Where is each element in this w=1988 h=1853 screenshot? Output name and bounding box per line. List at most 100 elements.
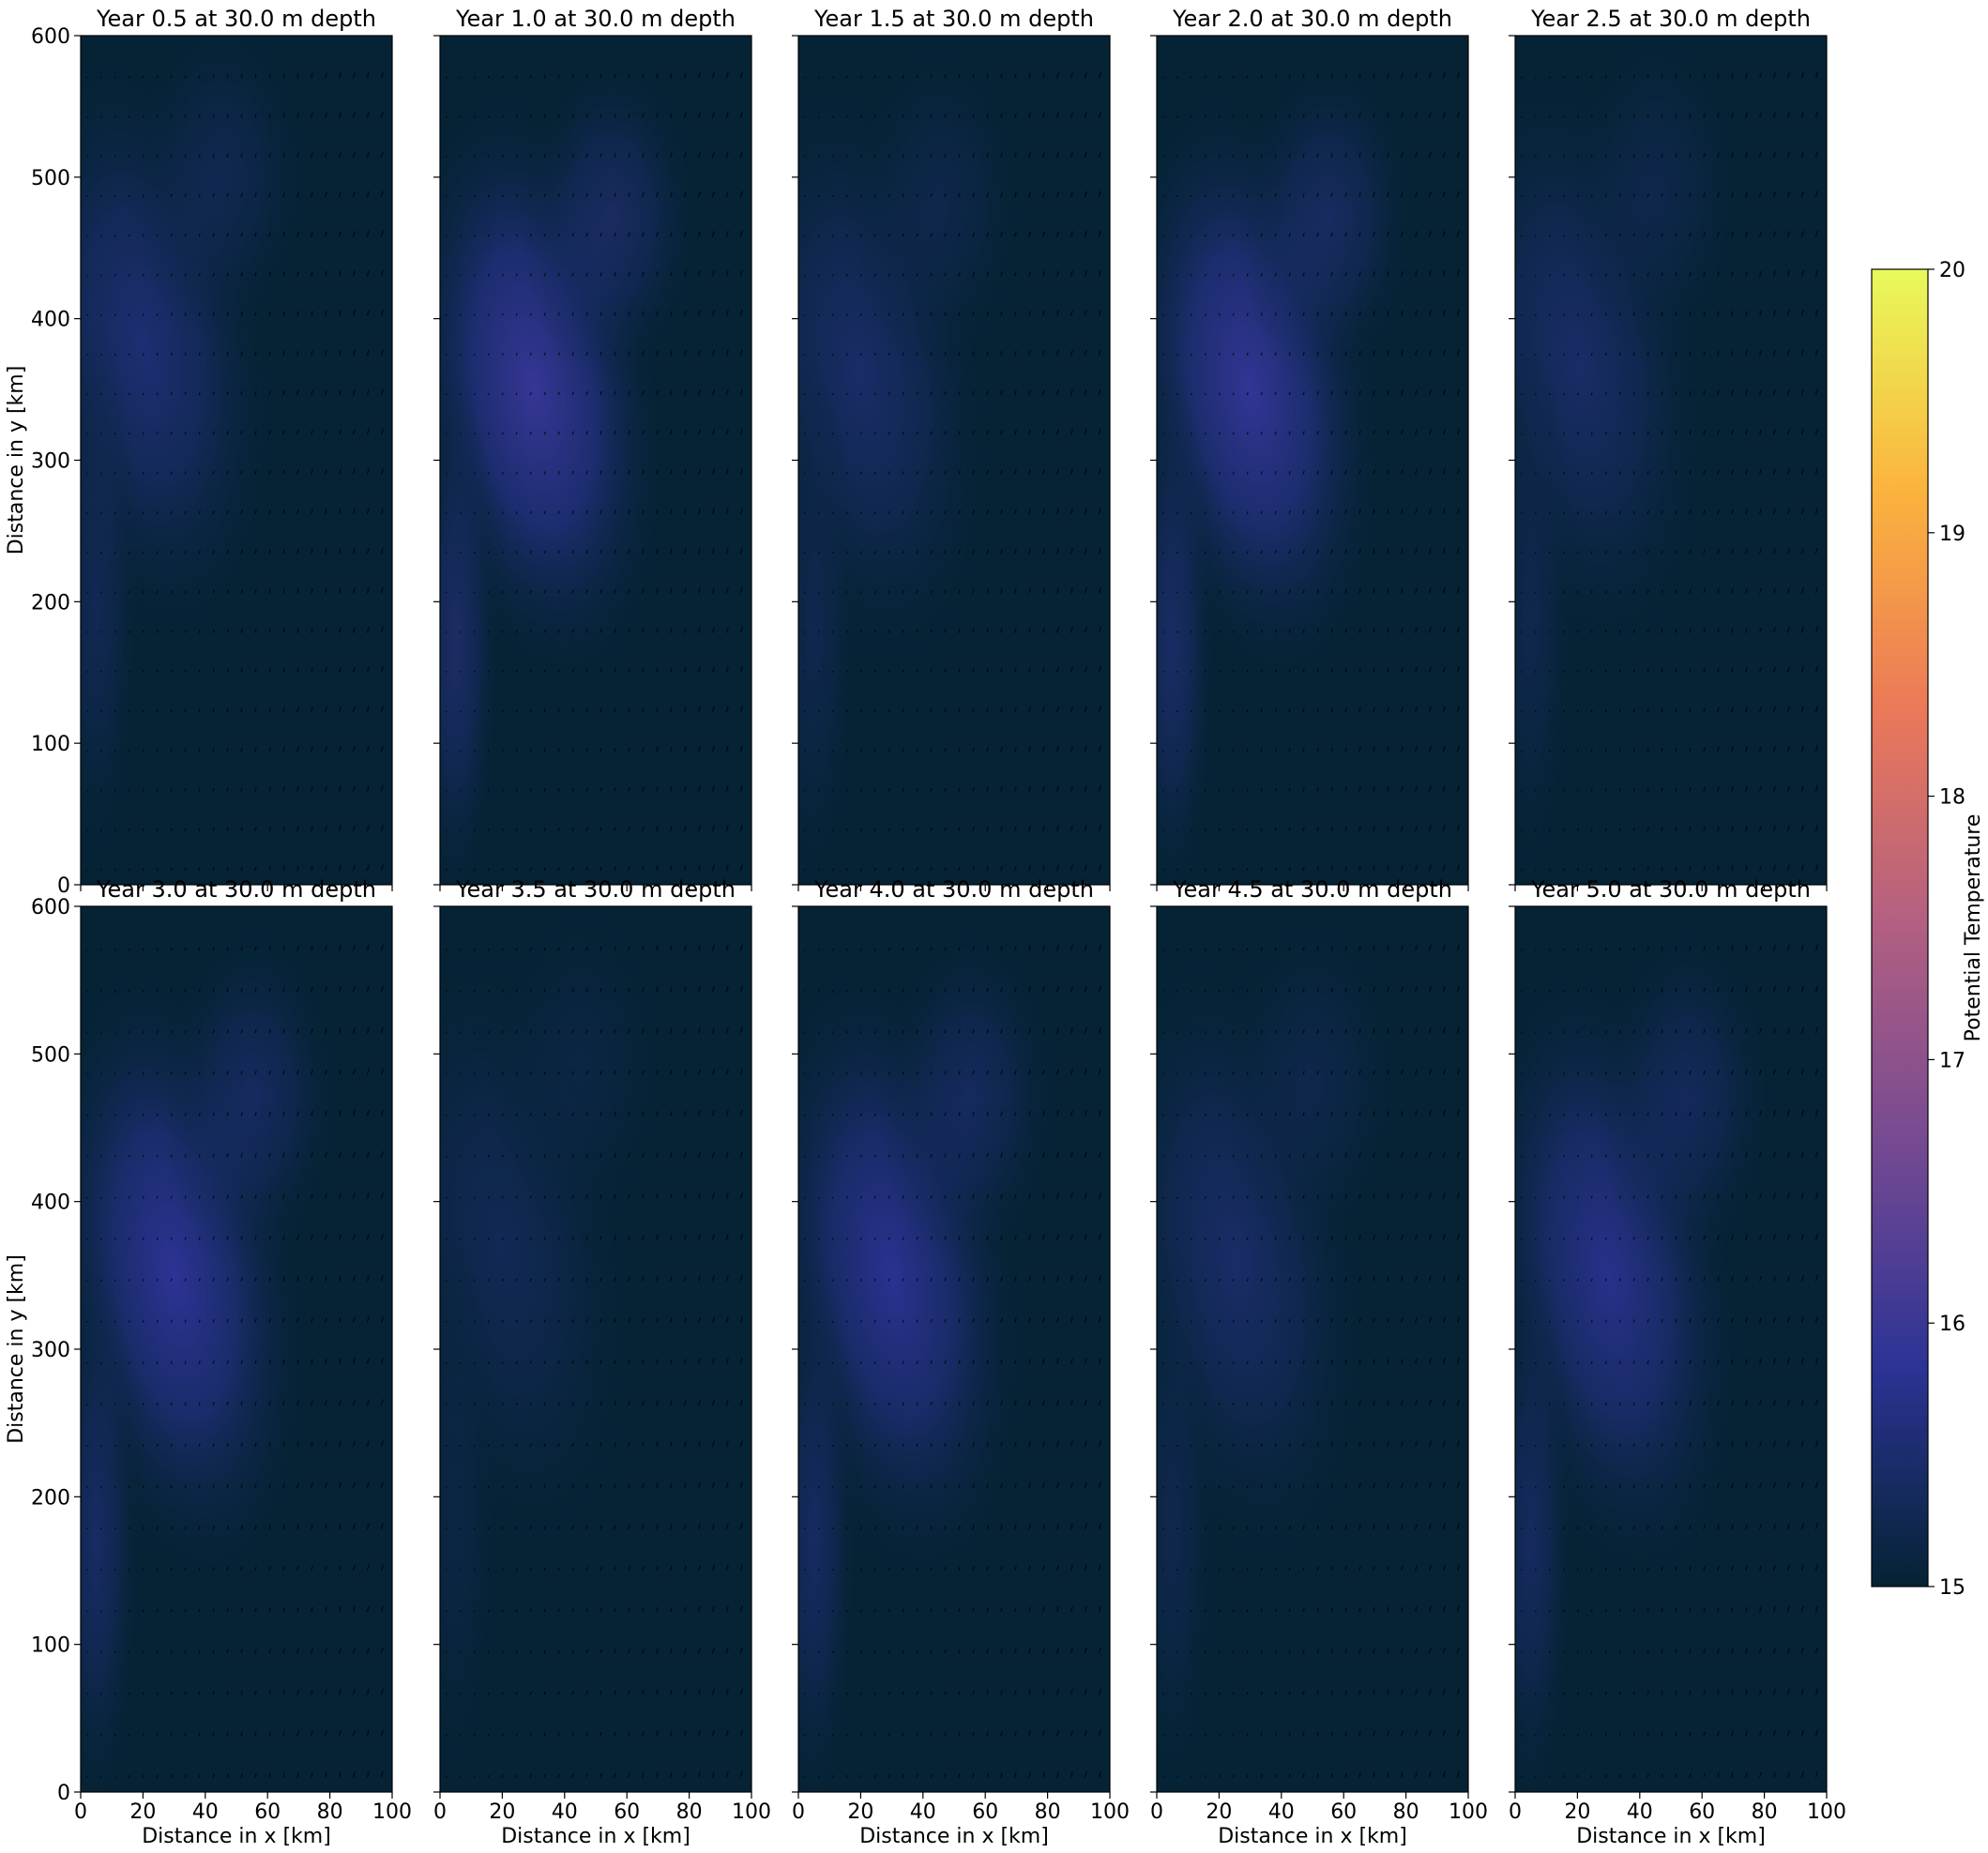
- colorbar-tick-label: 18: [1939, 786, 1965, 810]
- quiver-row: [86, 586, 384, 594]
- quiver-row: [804, 547, 1101, 554]
- quiver-row: [1521, 627, 1818, 633]
- quiver-row: [446, 666, 743, 673]
- temperature-plume: [798, 922, 1062, 1792]
- x-tick-label: 0: [792, 1800, 805, 1824]
- quiver-row: [446, 1192, 743, 1199]
- temperature-plume: [81, 922, 344, 1792]
- quiver-row: [804, 1770, 1101, 1778]
- y-axis-label: Distance in y [km]: [5, 1254, 28, 1444]
- quiver-row: [804, 1399, 1101, 1405]
- quiver-row: [86, 1440, 384, 1447]
- quiver-row: [86, 1399, 384, 1405]
- x-axis-label: Distance in x [km]: [1576, 1825, 1766, 1848]
- quiver-row: [446, 985, 743, 993]
- quiver-row: [446, 1605, 743, 1613]
- quiver-row: [446, 269, 743, 277]
- quiver-row: [446, 944, 743, 951]
- colorbar-gradient: [1871, 268, 1929, 1587]
- quiver-row: [1521, 985, 1818, 993]
- quiver-row: [446, 508, 743, 514]
- quiver-row: [804, 388, 1101, 396]
- x-tick-label: 60: [972, 1800, 998, 1824]
- quiver-row: [804, 1688, 1101, 1695]
- colorbar-tick-label: 20: [1939, 259, 1965, 282]
- x-tick-label: 100: [1449, 1800, 1488, 1824]
- quiver-row: [446, 1523, 743, 1530]
- x-axis-label: Distance in x [km]: [1218, 1825, 1407, 1848]
- x-tick-label: 60: [1689, 1800, 1715, 1824]
- panel-9: Year 4.5 at 30.0 m depth 0 20 40 60 80 100 Dist…: [1150, 876, 1488, 1848]
- quiver-row: [446, 349, 743, 357]
- quiver-row: [86, 190, 384, 198]
- x-tick-label: 100: [372, 1800, 412, 1824]
- quiver-row: [86, 230, 384, 237]
- panel-3: Year 1.5 at 30.0 m depth: [792, 6, 1111, 891]
- quiver-row: [804, 269, 1101, 277]
- quiver-row: [804, 1523, 1101, 1530]
- quiver-row: [1521, 666, 1818, 673]
- quiver-row: [446, 1109, 743, 1116]
- quiver-row: [1521, 1688, 1818, 1695]
- quiver-row: [1521, 1151, 1818, 1158]
- plume-boundary: [1515, 1253, 1577, 1792]
- quiver-row: [1521, 1564, 1818, 1572]
- quiver-arrows: [1162, 71, 1460, 872]
- x-tick-label: 0: [1150, 1800, 1163, 1824]
- quiver-row: [1521, 547, 1818, 554]
- panel-title: Year 3.0 at 30.0 m depth: [96, 876, 376, 903]
- y-tick-label: 500: [31, 1043, 70, 1067]
- quiver-row: [446, 190, 743, 198]
- x-tick-label: 20: [1206, 1800, 1232, 1824]
- panel-1: Year 0.5 at 30.0 m depth 0 100 200 300 400 500…: [5, 6, 393, 898]
- quiver-row: [446, 1151, 743, 1158]
- quiver-row: [804, 1564, 1101, 1572]
- quiver-row: [1162, 1440, 1460, 1447]
- quiver-row: [804, 1109, 1101, 1116]
- quiver-row: [446, 151, 743, 158]
- quiver-row: [446, 785, 743, 792]
- quiver-row: [1162, 1564, 1460, 1572]
- quiver-arrows: [804, 944, 1101, 1778]
- plume-boundary: [1157, 369, 1219, 885]
- quiver-row: [804, 151, 1101, 158]
- panel-title: Year 5.0 at 30.0 m depth: [1530, 876, 1811, 903]
- quiver-row: [804, 1481, 1101, 1489]
- quiver-row: [1521, 269, 1818, 277]
- quiver-row: [86, 112, 384, 118]
- quiver-row: [86, 666, 384, 673]
- quiver-row: [86, 1688, 384, 1695]
- quiver-row: [1521, 388, 1818, 396]
- quiver-row: [1521, 112, 1818, 118]
- quiver-row: [1521, 151, 1818, 158]
- quiver-row: [804, 1316, 1101, 1323]
- quiver-row: [804, 1192, 1101, 1199]
- quiver-row: [1162, 1358, 1460, 1364]
- panel-5: Year 2.5 at 30.0 m depth: [1509, 6, 1828, 891]
- quiver-row: [86, 1481, 384, 1489]
- quiver-row: [1521, 586, 1818, 594]
- quiver-row: [86, 627, 384, 633]
- quiver-row: [86, 1068, 384, 1075]
- plume-boundary: [440, 369, 502, 885]
- quiver-row: [1521, 944, 1818, 951]
- quiver-row: [804, 1647, 1101, 1654]
- quiver-row: [1521, 1770, 1818, 1778]
- quiver-row: [86, 428, 384, 435]
- quiver-row: [804, 1234, 1101, 1240]
- panels: Year 0.5 at 30.0 m depth0100200300400500…: [5, 6, 1846, 1848]
- quiver-row: [1521, 1729, 1818, 1737]
- quiver-row: [804, 944, 1101, 951]
- y-tick-label: 100: [31, 733, 70, 756]
- quiver-row: [446, 468, 743, 475]
- quiver-row: [86, 349, 384, 357]
- x-tick-label: 20: [847, 1800, 873, 1824]
- quiver-row: [446, 586, 743, 594]
- x-axis-label: Distance in x [km]: [859, 1825, 1049, 1848]
- quiver-row: [446, 1647, 743, 1654]
- quiver-row: [804, 666, 1101, 673]
- quiver-row: [1162, 1399, 1460, 1405]
- quiver-arrows: [1521, 944, 1818, 1778]
- quiver-row: [804, 706, 1101, 713]
- quiver-row: [1521, 71, 1818, 79]
